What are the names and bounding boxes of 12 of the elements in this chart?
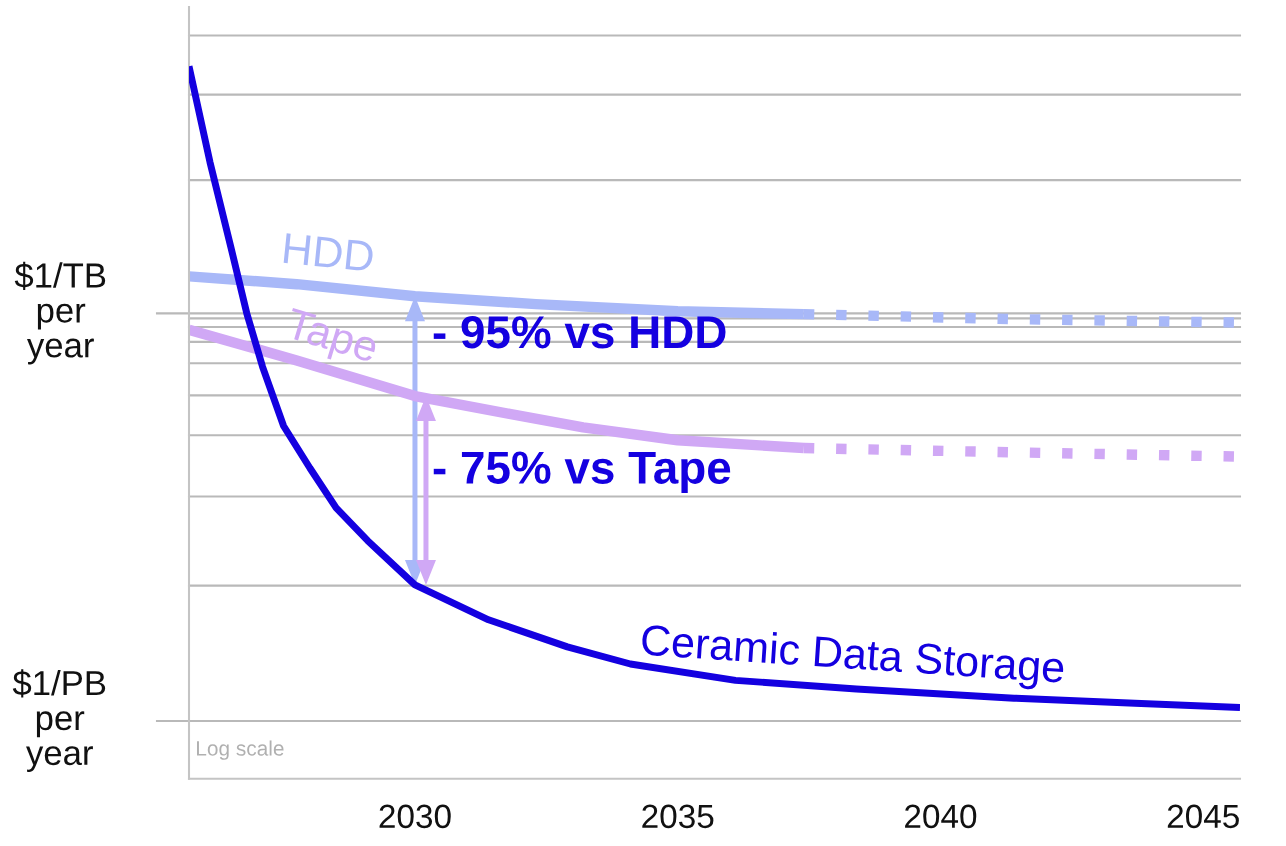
ref-line-label: $1/PB per year — [12, 669, 106, 773]
annotation: - 95% vs HDD — [433, 316, 726, 349]
x-tick-label: 2030 — [379, 804, 451, 829]
text: HDD — [283, 233, 374, 272]
ref-line-label: $1/TB per year — [14, 261, 106, 365]
series-label: Ceramic Data Storage — [640, 623, 1065, 692]
x-tick-label: 2035 — [642, 804, 714, 829]
x-tick-label: 2040 — [905, 804, 977, 829]
annotation: Log scale — [197, 740, 284, 760]
text: Tape — [281, 307, 380, 371]
annotation: - 75% vs Tape — [433, 451, 731, 493]
x-tick-label: 2045 — [1167, 804, 1239, 829]
